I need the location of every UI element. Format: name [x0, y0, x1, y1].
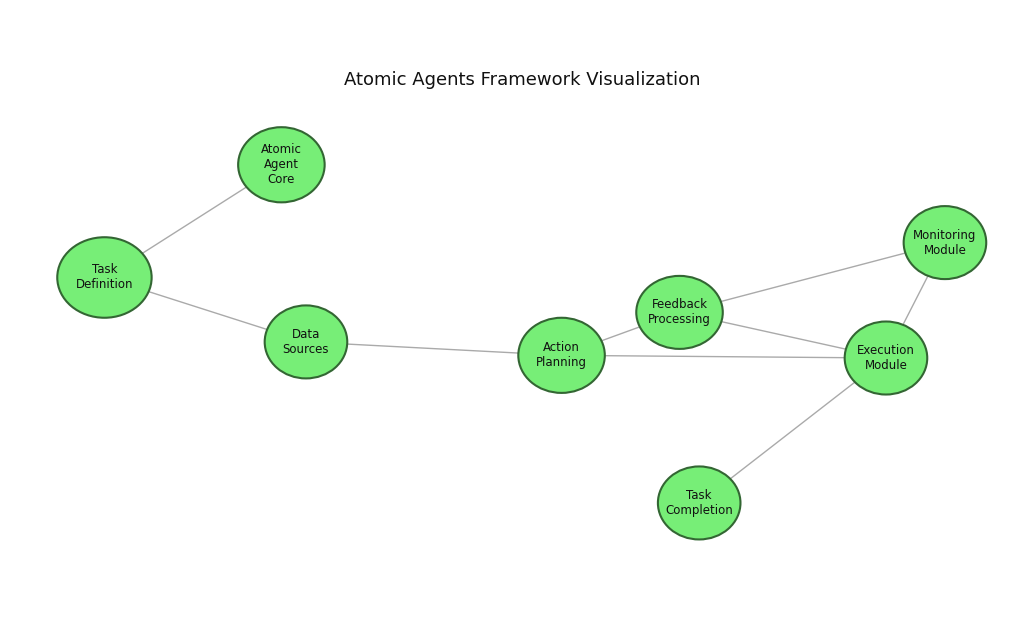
Text: Data
Sources: Data Sources: [283, 328, 330, 356]
Ellipse shape: [518, 318, 605, 393]
Ellipse shape: [57, 238, 152, 318]
Text: Feedback
Processing: Feedback Processing: [648, 299, 711, 326]
Ellipse shape: [657, 466, 740, 539]
Ellipse shape: [264, 305, 347, 378]
Ellipse shape: [636, 276, 723, 349]
Text: Monitoring
Module: Monitoring Module: [913, 229, 977, 257]
Ellipse shape: [239, 127, 325, 202]
Ellipse shape: [903, 206, 986, 279]
Text: Execution
Module: Execution Module: [857, 344, 914, 372]
Ellipse shape: [845, 321, 928, 394]
Text: Atomic
Agent
Core: Atomic Agent Core: [261, 143, 302, 186]
Text: Task
Definition: Task Definition: [76, 263, 133, 291]
Text: Atomic Agents Framework Visualization: Atomic Agents Framework Visualization: [344, 71, 700, 89]
Text: Task
Completion: Task Completion: [666, 489, 733, 517]
Text: Action
Planning: Action Planning: [536, 341, 587, 370]
